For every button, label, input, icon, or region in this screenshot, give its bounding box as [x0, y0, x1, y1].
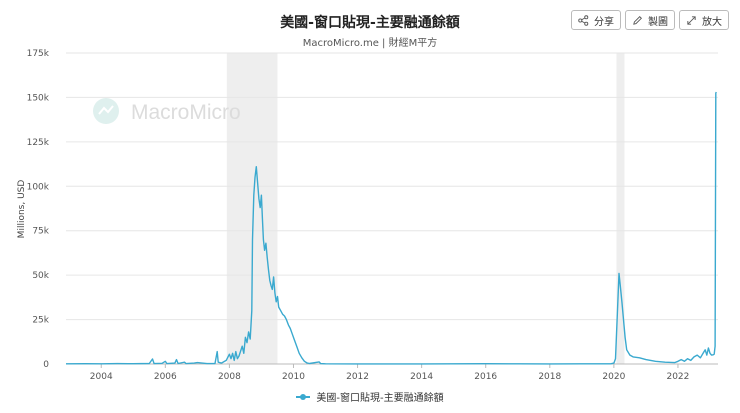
- x-tick-label: 2014: [410, 372, 433, 382]
- chart-subtitle: MacroMicro.me | 財經M平方: [302, 38, 438, 49]
- y-axis-ticks: 0 25k 50k 75k 100k 125k 150k 175k: [27, 49, 50, 370]
- y-tick-label: 0: [43, 360, 49, 370]
- pencil-icon: [632, 15, 643, 26]
- chart-button[interactable]: 製圖: [625, 10, 675, 30]
- x-tick-label: 2006: [154, 372, 177, 382]
- expand-button[interactable]: 放大: [679, 10, 729, 30]
- y-axis-label: Millions, USD: [17, 180, 27, 239]
- y-tick-label: 50k: [32, 271, 49, 281]
- legend[interactable]: 美國-窗口貼現-主要融通餘額: [0, 389, 740, 404]
- y-tick-label: 175k: [27, 49, 50, 59]
- x-tick-label: 2018: [538, 372, 561, 382]
- x-tick-label: 2012: [346, 372, 369, 382]
- legend-label: 美國-窗口貼現-主要融通餘額: [316, 393, 444, 404]
- recession-shading: [226, 53, 625, 364]
- expand-button-label: 放大: [702, 16, 722, 28]
- chart-title: 美國-窗口貼現-主要融通餘額: [280, 15, 460, 31]
- share-icon: [578, 14, 589, 26]
- share-button[interactable]: 分享: [571, 10, 621, 30]
- x-tick-label: 2016: [474, 372, 497, 382]
- series-line: [65, 91, 717, 365]
- x-axis-ticks: 2004 2006 2008 2010 2012 2014 2016 2018 2020 2022: [90, 364, 689, 382]
- recession-band-0: [226, 53, 278, 364]
- watermark: MacroMicro: [93, 98, 241, 124]
- logo-stroke: [98, 105, 114, 115]
- expand-icon: [686, 15, 697, 26]
- recession-band-1: [616, 53, 625, 364]
- y-tick-label: 125k: [27, 138, 50, 148]
- y-tick-label: 25k: [32, 316, 49, 326]
- y-tick-label: 75k: [32, 227, 49, 237]
- x-tick-label: 2020: [602, 372, 625, 382]
- x-tick-label: 2008: [218, 372, 241, 382]
- x-tick-label: 2010: [282, 372, 305, 382]
- chart-button-label: 製圖: [648, 16, 668, 28]
- x-tick-label: 2004: [90, 372, 113, 382]
- watermark-text: MacroMicro: [131, 101, 241, 124]
- x-tick-label: 2022: [666, 372, 689, 382]
- legend-marker-icon: [296, 393, 311, 401]
- chart-toolbar: 分享 製圖 放大: [571, 10, 729, 30]
- y-tick-label: 150k: [27, 93, 50, 103]
- share-button-label: 分享: [594, 16, 614, 28]
- y-tick-label: 100k: [27, 182, 50, 192]
